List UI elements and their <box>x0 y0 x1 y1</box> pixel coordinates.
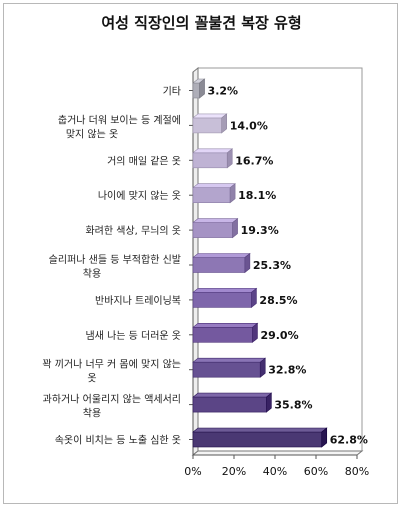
data-label: 16.7% <box>235 154 273 167</box>
bar-end <box>244 252 251 274</box>
x-tick-label: 20% <box>222 465 246 478</box>
bar <box>192 361 261 378</box>
bar-top <box>192 322 259 328</box>
bar <box>192 152 228 169</box>
category-label: 냄새 나는 등 더러운 옷 <box>85 330 181 342</box>
category-label: 반바지나 트레이닝복 <box>95 295 181 307</box>
data-label: 35.8% <box>274 399 312 412</box>
category-label: 기타 <box>163 86 181 98</box>
bar <box>192 396 267 413</box>
bar <box>192 431 323 448</box>
bar-top <box>192 113 228 119</box>
bar <box>192 222 233 238</box>
bar-top <box>192 288 258 293</box>
category-label-line: 꽉 끼거나 너무 커 몸에 맞지 않는 <box>42 359 181 371</box>
category-label-line: 슬리퍼나 샌들 등 부적합한 신발 <box>49 254 181 266</box>
bar-top <box>192 183 236 188</box>
bar-end <box>321 427 328 448</box>
bar-end <box>229 183 236 204</box>
data-label: 18.1% <box>238 189 276 202</box>
bar <box>192 117 223 134</box>
bar-end <box>232 217 238 239</box>
bar <box>192 292 252 308</box>
bar-top <box>192 392 273 398</box>
category-label: 거의 매일 같은 옷 <box>107 155 181 167</box>
data-label: 62.8% <box>330 434 368 447</box>
data-label: 29.0% <box>260 329 298 342</box>
bar <box>192 326 253 343</box>
category-label-line: 맞지 않는 옷 <box>66 128 118 140</box>
bar-end <box>251 287 257 309</box>
category-label-line: 착용 <box>83 268 101 280</box>
category-label: 속옷이 비치는 등 노출 심한 옷 <box>55 435 181 447</box>
bar-top <box>192 357 267 363</box>
category-label: 나이에 맞지 않는 옷 <box>98 190 181 202</box>
x-tick-label: 40% <box>263 465 287 478</box>
bar-end <box>252 322 258 343</box>
bar-top <box>192 253 251 258</box>
category-label-line: 착용 <box>83 408 101 420</box>
bar <box>192 257 246 273</box>
x-tick-label: 0% <box>184 465 201 478</box>
data-label: 25.3% <box>253 259 291 272</box>
data-label: 14.0% <box>230 119 268 132</box>
bar-top <box>192 218 239 223</box>
bar-end <box>199 78 205 99</box>
category-label-line: 춥거나 더워 보이는 등 계절에 <box>58 113 181 126</box>
bar <box>192 187 231 203</box>
category-label: 화려한 색상, 무늬의 옷 <box>85 225 181 237</box>
data-label: 28.5% <box>259 294 297 307</box>
category-label-line: 옷 <box>87 373 96 385</box>
bar-top <box>192 427 328 433</box>
bar <box>192 82 200 99</box>
category-label-line: 과하거나 어울리지 않는 액세서리 <box>43 393 181 406</box>
x-tick-label: 60% <box>304 465 328 478</box>
data-label: 19.3% <box>241 224 279 237</box>
bar-end <box>259 357 266 378</box>
chart-title: 여성 직장인의 꼴불견 복장 유형 <box>101 14 302 32</box>
data-label: 32.8% <box>268 364 306 377</box>
bar-top <box>192 148 234 154</box>
data-label: 3.2% <box>208 85 239 98</box>
bar-end <box>221 113 227 134</box>
bar-end <box>266 392 272 413</box>
x-tick-label: 80% <box>345 465 369 478</box>
bar-end <box>226 148 233 169</box>
plot-floor <box>191 450 364 456</box>
